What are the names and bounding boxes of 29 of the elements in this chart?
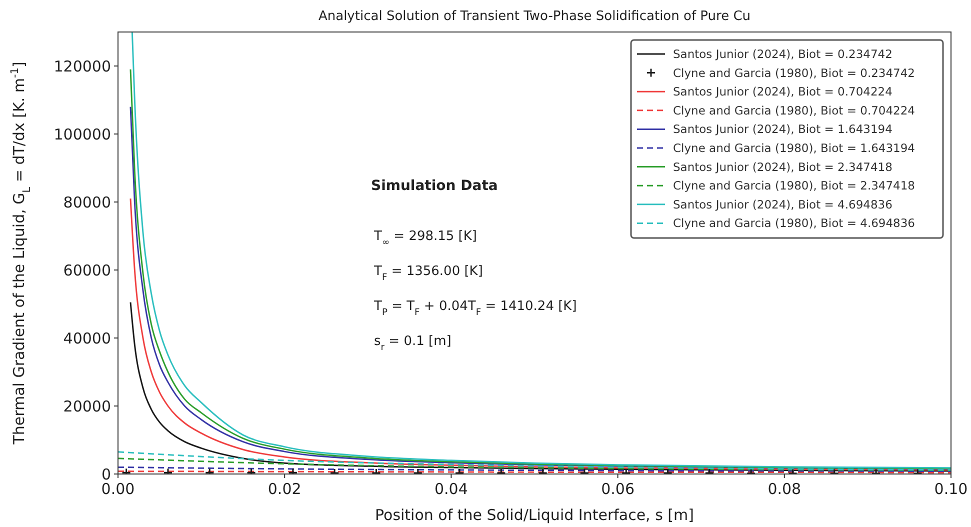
y-tick-label: 60000 (63, 261, 111, 280)
legend-label: Santos Junior (2024), Biot = 2.347418 (673, 160, 892, 174)
y-tick-label: 40000 (63, 329, 111, 348)
annotation: Simulation Data (371, 178, 498, 194)
y-tick-label: 80000 (63, 193, 111, 212)
annotation: s$_{r}$ = 0.1 [m] (374, 334, 452, 353)
chart-title: Analytical Solution of Transient Two-Phase Solidification of Pure Cu (318, 9, 751, 24)
legend-label: Santos Junior (2024), Biot = 0.234742 (673, 47, 892, 62)
y-tick-label: 20000 (63, 397, 111, 416)
legend-label: Santos Junior (2024), Biot = 0.704224 (673, 84, 892, 99)
x-tick-label: 0.10 (934, 480, 968, 498)
annotation: T$_{∞}$ = 298.15 [K] (373, 229, 477, 248)
x-axis-title: Position of the Solid/Liquid Interface, s [m] (375, 506, 694, 524)
legend-label: Santos Junior (2024), Biot = 1.643194 (673, 122, 892, 136)
legend-label: Clyne and Garcia (1980), Biot = 4.694836 (673, 216, 915, 230)
x-tick-label: 0.06 (601, 480, 635, 498)
x-tick-label: 0.02 (268, 480, 302, 498)
x-tick-label: 0.04 (434, 480, 468, 498)
annotation: T$_{P}$ = T$_{F}$ + 0.04T$_{F}$ = 1410.24 [K] (373, 299, 577, 318)
legend-label: Clyne and Garcia (1980), Biot = 0.234742 (673, 66, 915, 80)
legend-label: Clyne and Garcia (1980), Biot = 1.643194 (673, 141, 915, 156)
annotation: T$_{F}$ = 1356.00 [K] (373, 264, 483, 283)
legend-label: Clyne and Garcia (1980), Biot = 0.704224 (673, 103, 915, 118)
legend-label: Clyne and Garcia (1980), Biot = 2.347418 (673, 178, 915, 193)
line-series (130, 302, 951, 472)
y-tick-label: 120000 (54, 57, 111, 76)
legend-label: Santos Junior (2024), Biot = 4.694836 (673, 197, 892, 212)
x-tick-label: 0.08 (768, 480, 802, 498)
y-tick-label: 100000 (54, 125, 111, 144)
